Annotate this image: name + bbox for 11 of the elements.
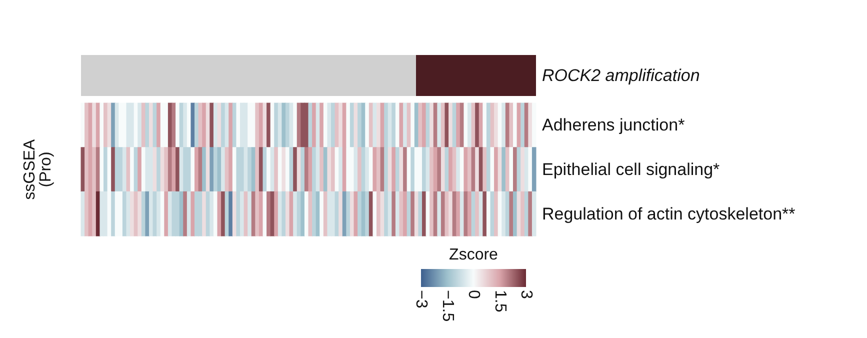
text: ROCK2 amplification	[542, 66, 700, 85]
color-bar-label: 3	[518, 290, 534, 299]
y-tick-label: Epithelial cell signaling*	[542, 160, 720, 179]
color-bar-label: −1.5	[438, 290, 456, 322]
color-bar-title: Zscore	[449, 246, 498, 264]
y-axis-title: ssGSEA (Pro)	[22, 138, 54, 200]
y-tick-label: Adherens junction*	[542, 116, 686, 135]
color-bar-label: 1.5	[491, 290, 508, 312]
color-bar-label: 0	[465, 290, 482, 299]
color-bar-label: −3	[412, 290, 430, 308]
y-tick-label: Regulation of actin cytoskeleton**	[542, 204, 796, 224]
